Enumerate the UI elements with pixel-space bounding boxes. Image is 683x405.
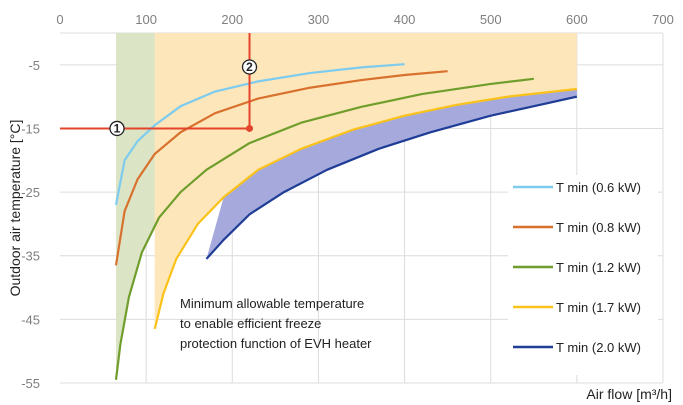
annotation-line: Minimum allowable temperature [180,296,364,311]
x-tick-label: 100 [135,12,157,27]
y-tick-label: -45 [21,312,40,327]
region-overlay [154,78,577,329]
marker-2-label: 2 [246,60,253,74]
y-tick-label: -55 [21,376,40,391]
y-tick-label: -35 [21,249,40,264]
x-tick-label: 700 [652,12,674,27]
x-tick-label: 600 [566,12,588,27]
curve-1 [114,63,405,206]
regions [115,33,577,380]
legend-label-2: T min (0.8 kW) [556,220,641,235]
y-tick-label: -5 [28,58,40,73]
x-tick-label: 500 [480,12,502,27]
marker-2-circle [241,59,258,75]
x-tick-label: 300 [308,12,330,27]
annotation-line: protection function of EVH heater [180,336,372,351]
legend-label-4: T min (1.7 kW) [556,300,641,315]
y-tick-label: -15 [21,121,40,136]
legend-background [508,175,658,375]
legend-label-3: T min (1.2 kW) [556,260,641,275]
example-lookup: 12 [60,33,258,137]
legend: T min (0.6 kW) T min (0.8 kW) T min (1.2 k… [508,175,658,375]
curve-4 [153,87,577,330]
region-5 [206,89,577,259]
marker-1-label: 1 [114,121,121,135]
legend-label-1: T min (0.6 kW) [556,180,641,195]
region-4 [154,33,577,329]
y-axis-ticks: -5 -15 -25 -35 -45 -55 [21,58,40,391]
curve-5 [205,95,578,260]
x-axis-label: Air flow [m³/h] [586,386,672,402]
x-axis-ticks: 0 100 200 300 400 500 600 700 [56,12,673,27]
y-tick-label: -25 [21,185,40,200]
curve-3 [114,77,534,380]
legend-label-5: T min (2.0 kW) [556,340,641,355]
marker-1-circle [109,120,125,137]
x-tick-label: 400 [394,12,416,27]
annotation-line: to enable efficient freeze [180,316,321,331]
curve-2 [114,70,448,266]
x-tick-label: 200 [221,12,243,27]
curves [114,63,578,380]
x-tick-label: 0 [56,12,63,27]
annotation-text: Minimum allowable temperature to enable e… [180,296,372,351]
y-axis-label: Outdoor air temperature [°C] [7,120,23,297]
example-point [246,124,254,132]
